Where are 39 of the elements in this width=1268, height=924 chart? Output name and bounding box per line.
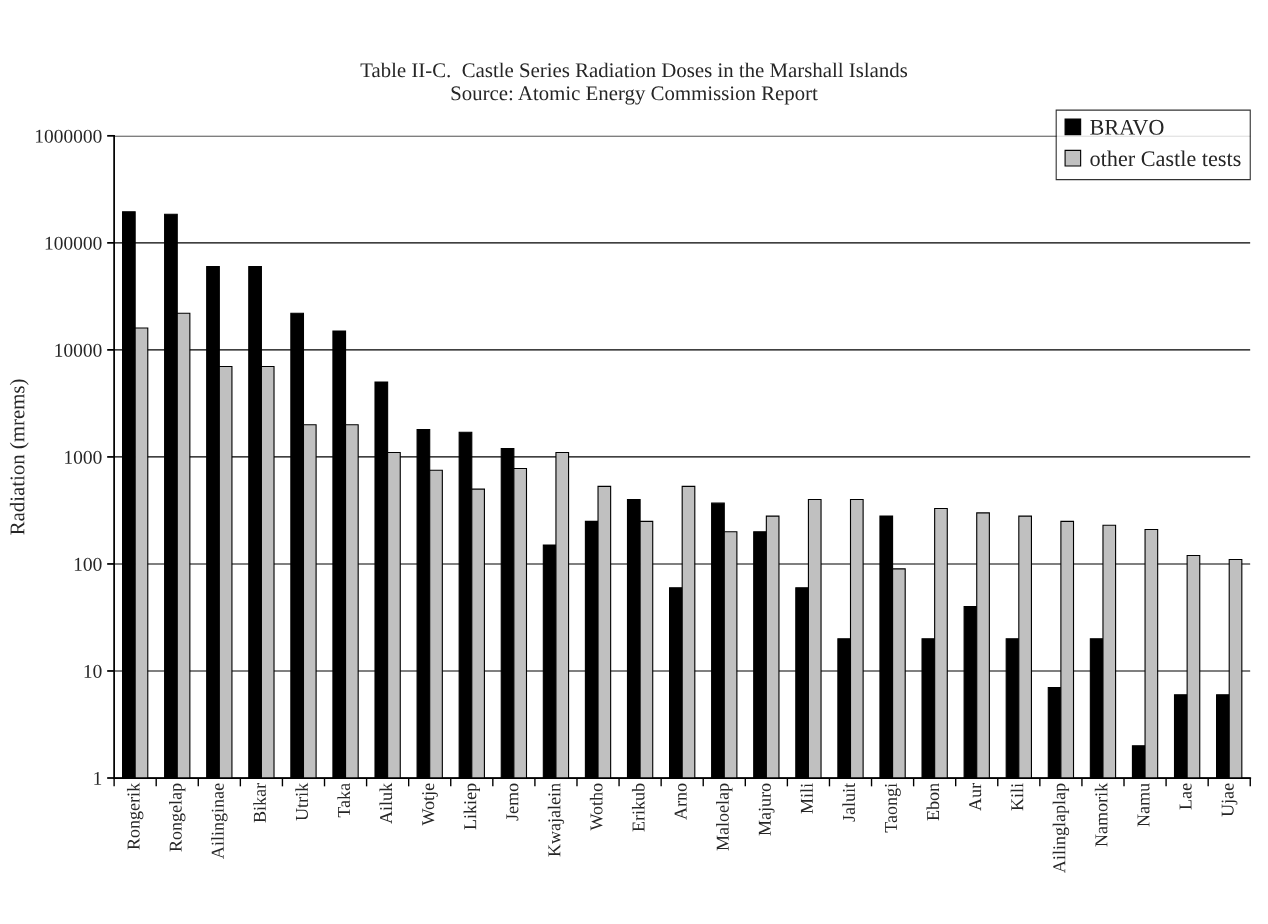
x-tick-label: Taongi (884, 783, 901, 833)
x-tick-label: Kwajalein (547, 783, 565, 857)
y-axis-title: Radiation (mrems) (9, 379, 29, 535)
y-tick-label: 10000 (55, 343, 102, 357)
y-tick-label: 1 (94, 771, 102, 785)
y-tick-label: 100000 (45, 236, 102, 250)
x-tick-label: Namorik (1094, 782, 1108, 847)
x-tick-label: Aur (969, 783, 982, 811)
x-tick-label: Ujae (1221, 783, 1238, 817)
legend-label: BRAVO (1090, 119, 1164, 135)
y-tick-label: 1000 (65, 450, 102, 464)
x-tick-label: Rongelap (169, 783, 186, 852)
x-tick-label: Ebon (926, 783, 940, 821)
x-tick-label: Arno (674, 783, 687, 820)
x-tick-label: Majuro (758, 783, 775, 836)
y-tick-label: 10 (84, 664, 102, 678)
x-tick-label: Ailinginae (211, 783, 228, 859)
chart-subtitle: Source: Atomic Energy Commission Report (451, 86, 818, 105)
x-tick-label: Kili (1010, 783, 1024, 811)
x-tick-label: Jaluit (842, 782, 856, 822)
x-tick-label: Bikar (253, 783, 266, 823)
y-tick-label: 100 (74, 557, 102, 571)
x-tick-label: Namu (1137, 783, 1150, 827)
x-tick-label: Utrik (295, 782, 308, 821)
x-tick-label: Mili (800, 783, 813, 814)
x-tick-label: Lae (1179, 783, 1192, 810)
chart-title: Table II-C. Castle Series Radiation Doses in the Marshall Islands (360, 62, 908, 78)
x-tick-label: Wotje (422, 783, 438, 826)
x-tick-label: Ailinglaplap (1052, 783, 1070, 873)
y-tick-label: 1000000 (35, 129, 102, 143)
x-tick-label: Taka (337, 783, 351, 818)
x-tick-label: Ailuk (379, 782, 393, 824)
x-tick-label: Maloelap (716, 783, 733, 851)
x-tick-label: Erikub (631, 783, 645, 832)
x-tick-label: Jemo (506, 783, 519, 821)
legend-label: other Castle tests (1090, 150, 1241, 167)
x-tick-label: Wotho (589, 783, 603, 831)
x-tick-label: Rongerik (126, 782, 144, 850)
x-tick-label: Likiep (463, 783, 480, 830)
